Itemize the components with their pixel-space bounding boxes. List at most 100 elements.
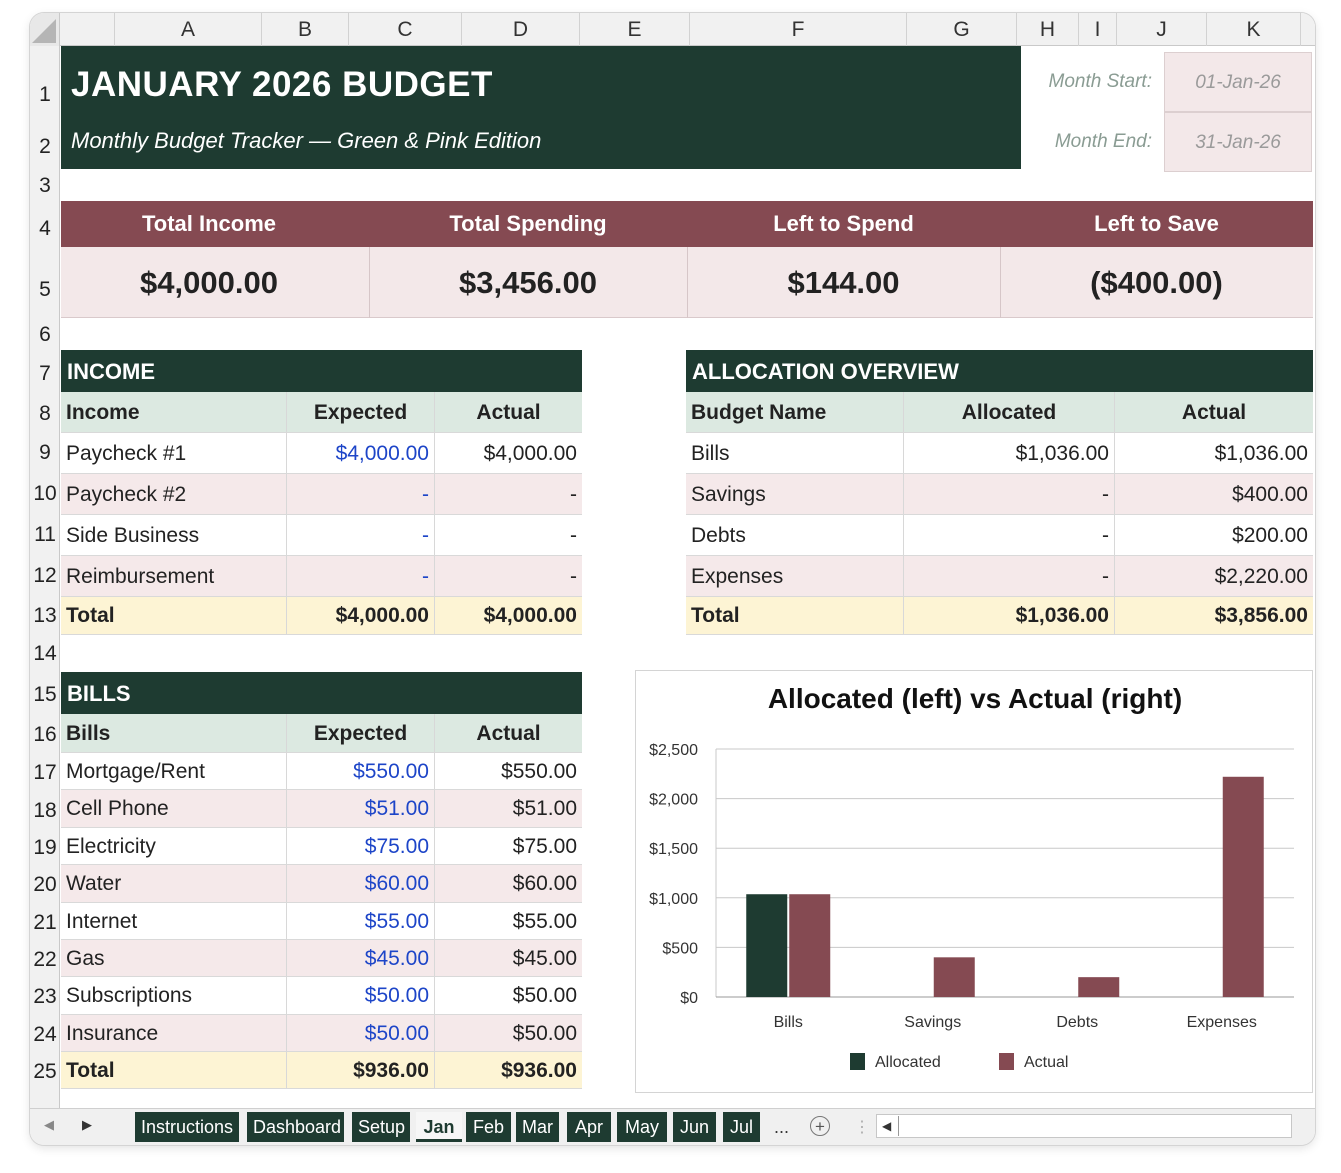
income-col-header-actual[interactable]: Actual bbox=[476, 401, 541, 424]
column-header-c[interactable]: C bbox=[349, 13, 462, 46]
bill-name-cell[interactable]: Mortgage/Rent bbox=[61, 753, 287, 789]
tab-jun[interactable]: Jun bbox=[673, 1112, 716, 1142]
bill-actual-cell[interactable]: $45.00 bbox=[512, 947, 577, 970]
row-header-22[interactable]: 22 bbox=[33, 948, 57, 971]
bill-name-cell[interactable]: Electricity bbox=[61, 828, 287, 864]
tab-jul[interactable]: Jul bbox=[723, 1112, 760, 1142]
income-actual-cell[interactable]: - bbox=[570, 483, 577, 506]
column-header-i[interactable]: I bbox=[1079, 13, 1117, 46]
allocation-col-header-actual[interactable]: Actual bbox=[1181, 401, 1247, 424]
income-name-cell[interactable]: Reimbursement bbox=[61, 556, 287, 596]
bill-actual-cell[interactable]: $55.00 bbox=[512, 910, 577, 933]
scroll-tabs-right-icon[interactable]: ▶ bbox=[82, 1117, 92, 1132]
month-end-cell[interactable]: 31-Jan-26 bbox=[1164, 112, 1312, 172]
row-header-20[interactable]: 20 bbox=[33, 873, 57, 896]
income-name-cell[interactable]: Paycheck #1 bbox=[61, 433, 287, 473]
row-header-4[interactable]: 4 bbox=[39, 217, 51, 240]
left-to-save-value[interactable]: ($400.00) bbox=[1090, 265, 1223, 300]
row-header-1[interactable]: 1 bbox=[39, 83, 51, 106]
row-header-23[interactable]: 23 bbox=[33, 985, 57, 1008]
bill-expected-cell[interactable]: $51.00 bbox=[287, 790, 435, 827]
bill-expected-cell[interactable]: $50.00 bbox=[287, 977, 435, 1014]
column-header-g[interactable]: G bbox=[907, 13, 1017, 46]
tab-instructions[interactable]: Instructions bbox=[135, 1112, 239, 1142]
allocation-allocated-cell[interactable]: - bbox=[904, 556, 1115, 596]
row-header-2[interactable]: 2 bbox=[39, 135, 51, 158]
bill-name-cell[interactable]: Internet bbox=[61, 903, 287, 939]
income-total-label[interactable]: Total bbox=[61, 597, 287, 634]
tab-apr[interactable]: Apr bbox=[567, 1112, 611, 1142]
row-header-18[interactable]: 18 bbox=[33, 799, 57, 822]
row-header-8[interactable]: 8 bbox=[39, 402, 51, 425]
income-name-cell[interactable]: Paycheck #2 bbox=[61, 474, 287, 514]
income-col-header-name[interactable]: Income bbox=[61, 392, 287, 432]
bill-expected-cell[interactable]: $45.00 bbox=[287, 940, 435, 976]
row-header-6[interactable]: 6 bbox=[39, 323, 51, 346]
tab-jan[interactable]: Jan bbox=[416, 1112, 462, 1142]
allocation-col-header-allocated[interactable]: Allocated bbox=[904, 392, 1115, 432]
row-header-11[interactable]: 11 bbox=[34, 523, 56, 546]
add-sheet-icon[interactable]: + bbox=[810, 1116, 830, 1136]
scroll-tabs-left-icon[interactable]: ◀ bbox=[44, 1117, 54, 1132]
bill-actual-cell[interactable]: $550.00 bbox=[501, 760, 577, 783]
row-header-25[interactable]: 25 bbox=[33, 1060, 57, 1083]
bill-name-cell[interactable]: Insurance bbox=[61, 1015, 287, 1051]
row-header-24[interactable]: 24 bbox=[33, 1023, 57, 1046]
bill-name-cell[interactable]: Water bbox=[61, 865, 287, 902]
allocation-allocated-cell[interactable]: - bbox=[904, 474, 1115, 514]
bill-expected-cell[interactable]: $50.00 bbox=[287, 1015, 435, 1051]
bills-col-header-actual[interactable]: Actual bbox=[476, 722, 541, 745]
income-col-header-expected[interactable]: Expected bbox=[287, 392, 435, 432]
allocation-name-cell[interactable]: Debts bbox=[686, 515, 904, 555]
more-tabs-button[interactable]: ... bbox=[774, 1117, 790, 1137]
horizontal-scrollbar[interactable] bbox=[876, 1114, 1292, 1138]
allocation-allocated-cell[interactable]: - bbox=[904, 515, 1115, 555]
bill-name-cell[interactable]: Cell Phone bbox=[61, 790, 287, 827]
month-start-cell[interactable]: 01-Jan-26 bbox=[1164, 52, 1312, 112]
row-header-12[interactable]: 12 bbox=[33, 564, 57, 587]
allocation-allocated-cell[interactable]: $1,036.00 bbox=[904, 433, 1115, 473]
tab-may[interactable]: May bbox=[617, 1112, 667, 1142]
column-header-blank[interactable] bbox=[61, 13, 115, 46]
allocation-name-cell[interactable]: Expenses bbox=[686, 556, 904, 596]
tab-setup[interactable]: Setup bbox=[352, 1112, 410, 1142]
column-header-a[interactable]: A bbox=[115, 13, 262, 46]
income-expected-cell[interactable]: - bbox=[287, 515, 435, 555]
row-header-15[interactable]: 15 bbox=[33, 683, 57, 706]
tab-mar[interactable]: Mar bbox=[516, 1112, 559, 1142]
allocation-actual-cell[interactable]: $2,220.00 bbox=[1214, 565, 1308, 588]
row-header-14[interactable]: 14 bbox=[33, 642, 57, 665]
bill-actual-cell[interactable]: $51.00 bbox=[512, 797, 577, 820]
column-header-e[interactable]: E bbox=[580, 13, 690, 46]
allocation-total-allocated[interactable]: $1,036.00 bbox=[904, 597, 1115, 634]
bill-name-cell[interactable]: Gas bbox=[61, 940, 287, 976]
income-actual-cell[interactable]: - bbox=[570, 524, 577, 547]
income-expected-cell[interactable]: $4,000.00 bbox=[287, 433, 435, 473]
bill-actual-cell[interactable]: $60.00 bbox=[512, 872, 577, 895]
row-header-5[interactable]: 5 bbox=[39, 278, 51, 301]
column-header-d[interactable]: D bbox=[462, 13, 580, 46]
income-expected-cell[interactable]: - bbox=[287, 474, 435, 514]
bills-col-header-expected[interactable]: Expected bbox=[287, 714, 435, 752]
allocation-col-header-name[interactable]: Budget Name bbox=[686, 392, 904, 432]
income-expected-cell[interactable]: - bbox=[287, 556, 435, 596]
column-header-j[interactable]: J bbox=[1117, 13, 1207, 46]
column-header-b[interactable]: B bbox=[262, 13, 349, 46]
income-total-expected[interactable]: $4,000.00 bbox=[287, 597, 435, 634]
scroll-left-arrow-icon[interactable]: ◀ bbox=[882, 1119, 892, 1133]
allocation-actual-cell[interactable]: $1,036.00 bbox=[1214, 442, 1308, 465]
bills-total-actual[interactable]: $936.00 bbox=[501, 1059, 577, 1082]
row-header-13[interactable]: 13 bbox=[33, 604, 57, 627]
row-header-10[interactable]: 10 bbox=[33, 482, 57, 505]
tab-feb[interactable]: Feb bbox=[466, 1112, 511, 1142]
allocation-chart[interactable]: Allocated (left) vs Actual (right) $0 $50… bbox=[635, 670, 1313, 1093]
allocation-actual-cell[interactable]: $200.00 bbox=[1232, 524, 1308, 547]
tab-dashboard[interactable]: Dashboard bbox=[247, 1112, 344, 1142]
allocation-total-label[interactable]: Total bbox=[686, 597, 904, 634]
bill-actual-cell[interactable]: $50.00 bbox=[512, 1022, 577, 1045]
row-header-19[interactable]: 19 bbox=[33, 836, 57, 859]
bills-total-label[interactable]: Total bbox=[61, 1052, 287, 1088]
total-spending-value[interactable]: $3,456.00 bbox=[459, 265, 597, 300]
allocation-name-cell[interactable]: Bills bbox=[686, 433, 904, 473]
bill-actual-cell[interactable]: $50.00 bbox=[512, 984, 577, 1007]
